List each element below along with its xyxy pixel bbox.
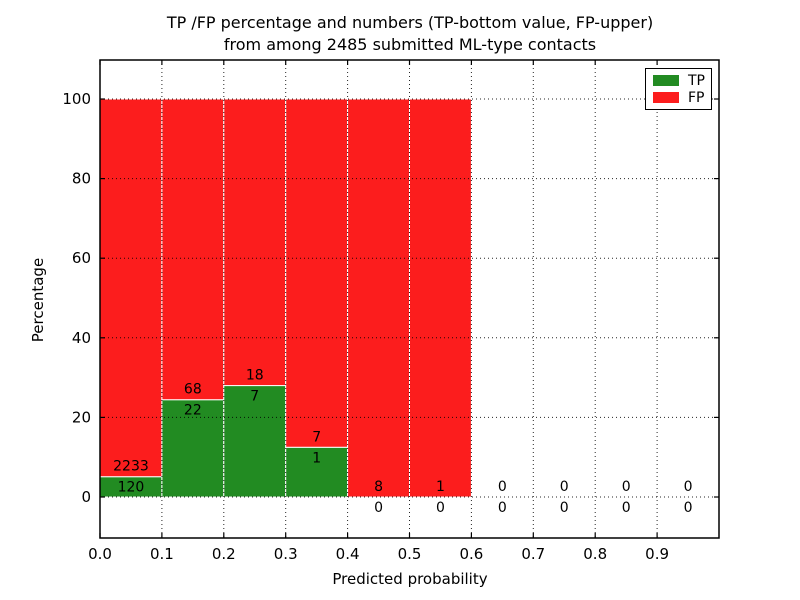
fp-count-label: 18 — [246, 368, 264, 384]
bar-segment-fp-5 — [409, 98, 472, 498]
fp-count-label: 0 — [498, 479, 507, 495]
x-tick-label: 0.8 — [583, 545, 607, 563]
tp-count-label: 1 — [312, 450, 321, 466]
bar-segment-fp-1 — [161, 98, 225, 401]
x-tick-label: 0.0 — [88, 545, 112, 563]
legend-label-fp: FP — [688, 89, 705, 106]
fp-count-label: 8 — [374, 479, 383, 495]
y-tick-label: 40 — [72, 329, 91, 347]
tp-legend-swatch-icon — [653, 75, 679, 86]
y-tick-label: 100 — [62, 90, 91, 108]
legend: TP FP — [645, 68, 712, 110]
tp-count-label: 0 — [498, 500, 507, 516]
fp-count-label: 2233 — [113, 459, 149, 475]
y-tick-label: 80 — [72, 170, 91, 188]
y-tick-label: 60 — [72, 249, 91, 267]
tp-count-label: 7 — [250, 389, 259, 405]
bar-segment-fp-3 — [285, 98, 349, 448]
x-tick-label: 0.7 — [521, 545, 545, 563]
tp-count-label: 0 — [622, 500, 631, 516]
x-tick-label: 0.9 — [645, 545, 669, 563]
fp-count-label: 68 — [184, 382, 202, 398]
x-axis-label: Predicted probability — [332, 570, 488, 588]
tp-count-label: 0 — [684, 500, 693, 516]
y-axis-label: Percentage — [29, 257, 47, 343]
x-tick-label: 0.2 — [212, 545, 236, 563]
x-tick-label: 0.1 — [150, 545, 174, 563]
bar-segment-tp-3 — [285, 446, 349, 498]
tp-count-label: 22 — [184, 403, 202, 419]
y-tick-label: 0 — [81, 488, 91, 506]
chart-title-line-1: TP /FP percentage and numbers (TP-bottom… — [166, 13, 654, 32]
chart-title-line-2: from among 2485 submitted ML-type contac… — [223, 35, 597, 54]
x-tick-label: 0.6 — [459, 545, 483, 563]
x-tick-label: 0.3 — [274, 545, 298, 563]
fp-count-label: 7 — [312, 429, 321, 445]
bar-segment-fp-2 — [223, 98, 287, 387]
fp-legend-swatch-icon — [653, 92, 679, 103]
tp-count-label: 120 — [118, 480, 145, 496]
fp-count-label: 1 — [436, 479, 445, 495]
bar-segment-fp-4 — [347, 98, 411, 498]
x-tick-label: 0.5 — [398, 545, 422, 563]
tp-count-label: 0 — [436, 500, 445, 516]
legend-item-fp: FP — [653, 90, 705, 105]
y-tick-label: 20 — [72, 408, 91, 426]
legend-item-tp: TP — [653, 73, 705, 88]
fp-count-label: 0 — [684, 479, 693, 495]
bar-segment-fp-0 — [99, 98, 163, 478]
tp-count-label: 0 — [374, 500, 383, 516]
fp-count-label: 0 — [622, 479, 631, 495]
x-tick-label: 0.4 — [336, 545, 360, 563]
tp-count-label: 0 — [560, 500, 569, 516]
legend-label-tp: TP — [688, 72, 705, 89]
fp-count-label: 0 — [560, 479, 569, 495]
